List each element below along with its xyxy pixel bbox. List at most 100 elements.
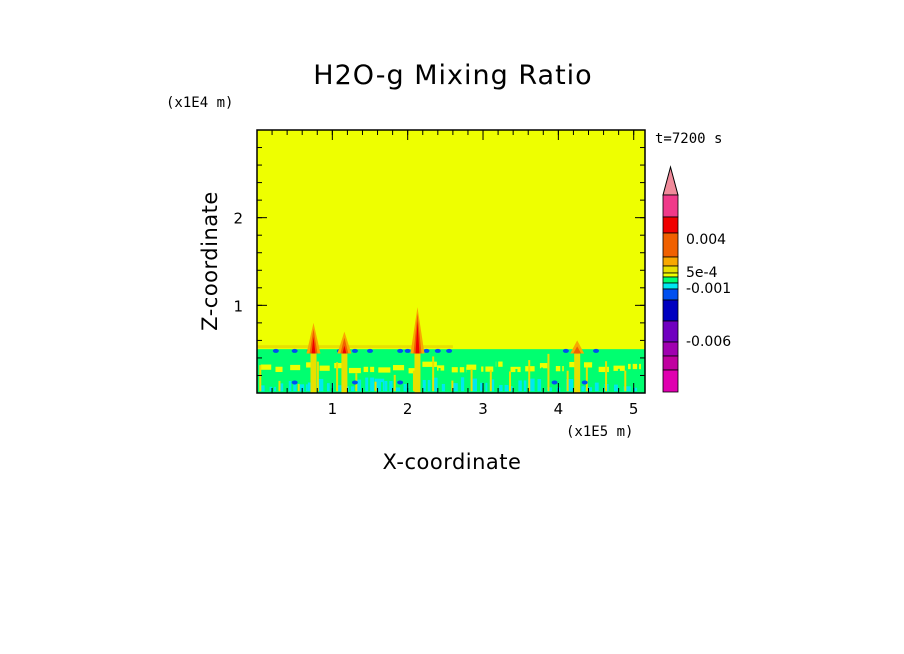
streak [374,381,377,392]
layer-patch [319,365,331,371]
layer-patch [598,366,609,373]
streak [605,361,608,392]
streak [425,367,428,392]
streak [457,356,460,392]
surface-patch [633,387,638,392]
time-label: t=7200 s [655,131,722,147]
layer-patch [392,365,405,371]
plume-stem [414,353,421,393]
blue-spot [446,348,453,353]
streak [598,372,601,392]
blue-spot [404,348,411,353]
layer-patch [525,366,537,372]
blue-spot [351,348,358,353]
colorbar-label: 5e-4 [686,265,718,281]
streak [406,365,409,392]
surface-patch [298,384,308,392]
streak [611,360,614,392]
streak [617,368,620,392]
y-scale-label: (x1E4 m) [166,95,233,111]
blue-spot [593,348,600,353]
blue-spot [397,348,404,353]
layer-patch [539,363,548,369]
streak [521,362,524,392]
streak [400,383,403,392]
surface-patch [614,384,620,392]
colorbar-segment [662,288,679,301]
layer-patch [304,362,312,368]
streak [560,358,563,392]
streak [502,357,505,392]
streak [585,367,588,392]
surface-patch [279,383,284,392]
streak [630,357,633,392]
streak [323,373,326,392]
streak [451,380,454,392]
colorbar-label: -0.006 [686,334,731,350]
surface-patch [594,382,601,392]
streak [393,374,396,392]
surface-patch [566,379,574,392]
colorbar-segment [662,320,679,343]
streak [348,376,351,392]
colorbar-top-triangle [662,165,679,196]
blue-spot [351,380,358,385]
streak [438,368,441,392]
streak [316,361,319,392]
streak [476,356,479,392]
surface-patch [547,387,552,392]
colorbar-segment [662,272,679,278]
layer-patch [481,366,494,372]
streak [336,362,339,392]
colorbar-segment [662,341,679,357]
streak [515,368,518,392]
streak [304,361,307,392]
colorbar-segment [662,232,679,258]
blue-spot [551,380,558,385]
surface-patch [527,378,536,392]
layer-patch [334,362,343,369]
colorbar-segment [662,194,679,218]
streak [432,356,435,392]
colorbar-segment [662,256,679,267]
streak [444,371,447,392]
blue-spot [291,348,298,353]
streak [566,370,569,392]
plume-core [311,336,316,354]
blue-spot [397,380,404,385]
moisture-layer [257,345,645,393]
streak [470,368,473,392]
surface-patch [623,386,633,392]
streak [496,354,499,392]
layer-patch [613,365,625,371]
streak [592,364,595,392]
layer-patch [348,367,361,374]
layer-patch [554,365,564,372]
colorbar-segment [662,276,679,284]
streak [259,365,262,392]
layer-patch [628,363,641,370]
plot-area [257,130,645,393]
surface-patch [260,385,265,392]
blue-spot [434,348,441,353]
plume-mid [573,346,582,354]
colorbar-segment [662,216,679,234]
colorbar-segment [662,282,679,290]
layer-patch [290,364,301,371]
layer-patch [378,367,391,373]
plume-stem [310,353,317,393]
surface-patch [537,379,543,392]
plumes [306,307,585,393]
x-scale-label: (x1E5 m) [566,424,633,440]
surface-patch [489,379,495,392]
surface-patch [432,377,438,392]
streak [624,370,627,392]
blue-spot [272,348,279,353]
x-axis-ticks: 1 2 3 4 5 [271,130,638,418]
surface-patch [374,378,385,392]
surface-patch [441,383,446,392]
y-axis-ticks: 12 [233,147,645,376]
y-tick-label: 2 [233,210,243,228]
plume-core [415,321,420,354]
